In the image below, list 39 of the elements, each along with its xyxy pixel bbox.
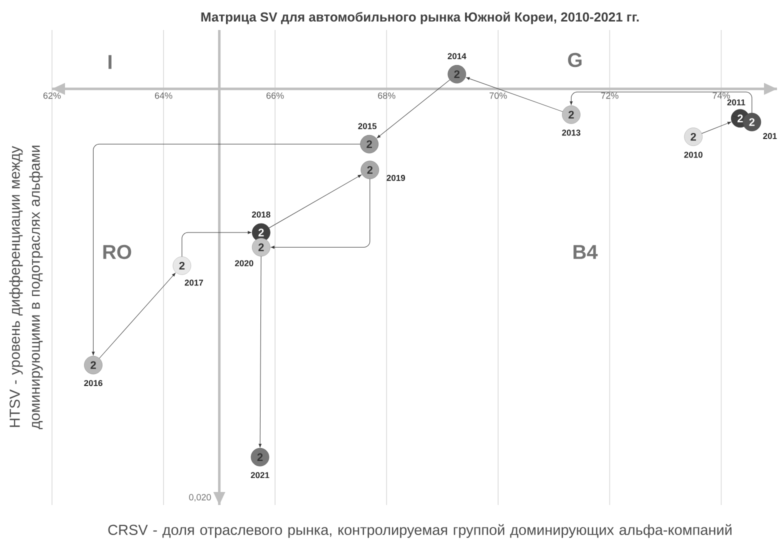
annotation: 2017	[184, 280, 204, 286]
annotation: 2	[366, 140, 372, 148]
annotation: RO	[103, 244, 132, 260]
chart-title: Матрица SV для автомобильного рынка Южной Кореи, 2010-2021 гг.	[201, 12, 639, 24]
x-tick-label: 66%	[266, 92, 284, 99]
annotation: 2	[179, 262, 185, 270]
annotation: 2015	[358, 123, 377, 130]
annotation: 2	[690, 132, 696, 141]
x-axis-title: CRSV - доля отраслевого рынка, контролируемая группой доминирующих альфа-компаний	[108, 524, 732, 538]
text: 2021	[250, 472, 270, 478]
text: 2014	[448, 53, 466, 60]
x-tick-label: 72%	[601, 92, 618, 99]
x-tick-label: 62%	[43, 92, 61, 99]
annotation: 2011	[727, 99, 746, 106]
x-tick-label: 74%	[712, 92, 730, 99]
annotation: 2	[738, 114, 743, 122]
annotation: 201	[763, 133, 777, 140]
annotation: 2013	[562, 130, 580, 136]
text: 0,020	[189, 494, 211, 502]
annotation: 2020	[234, 260, 254, 266]
annotation: 2	[258, 243, 264, 252]
x-tick-label: 70%	[490, 92, 507, 99]
annotation: 2	[568, 110, 574, 119]
annotation: 2019	[386, 174, 406, 181]
annotation: 2	[258, 228, 264, 236]
y-axis-title: HTSV - уровень дифференциации между доминирующими в подотраслях альфами	[9, 146, 43, 430]
annotation: 2010	[684, 152, 702, 158]
annotation: 2	[90, 361, 96, 369]
text: G	[568, 52, 582, 68]
annotation: 2	[367, 166, 373, 174]
x-tick-label: 68%	[378, 92, 396, 99]
annotation: 2	[454, 70, 460, 78]
annotation: 2	[749, 118, 755, 126]
text: I	[108, 55, 112, 69]
annotation: 2016	[84, 380, 102, 386]
annotation: 2018	[252, 212, 270, 218]
annotation: 2	[257, 453, 263, 461]
x-tick-label: 64%	[154, 92, 172, 99]
annotation: B4	[574, 245, 598, 259]
